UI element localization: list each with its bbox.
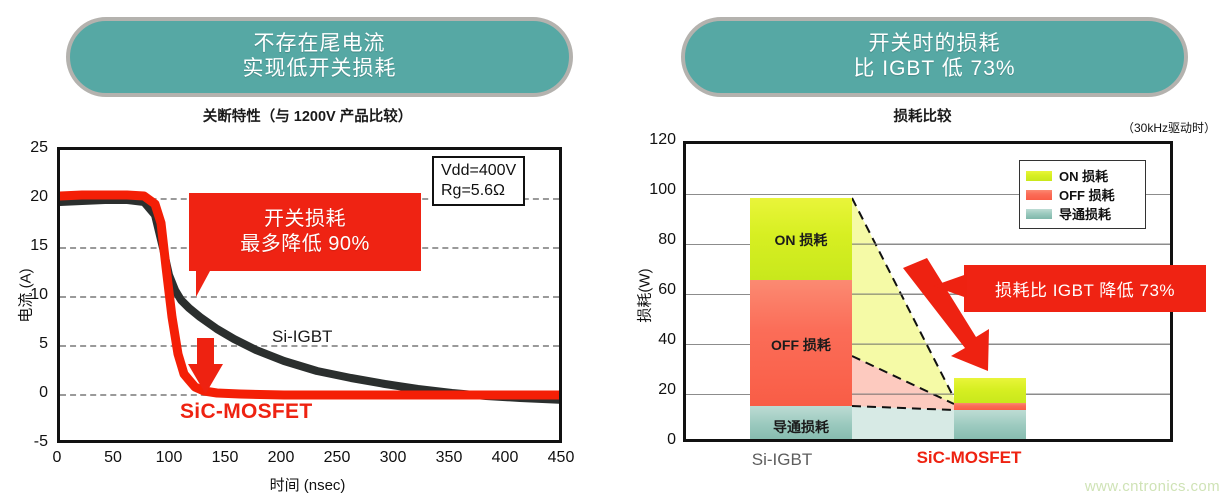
bar-label-off-loss: OFF 损耗: [771, 337, 831, 353]
left-gridline-5: [60, 345, 559, 347]
bar-sic-mosfet-on-loss: [954, 378, 1026, 403]
left-y-axis-title: 电流 (A): [17, 268, 35, 323]
bar-sic-mosfet-off-loss: [954, 403, 1026, 410]
bar-sic-mosfet-cond-loss: [954, 410, 1026, 439]
left-callout-line-1: 开关损耗: [264, 208, 346, 230]
watermark: www.cntronics.com: [1084, 478, 1220, 495]
left-conditions-vdd: Vdd=400V: [441, 162, 517, 179]
bar-si-igbt-cond-loss: [750, 406, 852, 439]
right-panel: 开关时的损耗 比 IGBT 低 73% 损耗比较 （30kHz驱动时） 120 …: [615, 0, 1230, 503]
legend-swatch-cond-loss: [1026, 208, 1052, 219]
right-category-sic-mosfet: SiC-MOSFET: [916, 448, 1022, 467]
bar-label-on-loss: ON 损耗: [774, 232, 828, 248]
left-conditions-box: Vdd=400V Rg=5.6Ω: [432, 156, 526, 207]
bar-si-igbt-on-loss: [750, 198, 852, 280]
left-xtick-150: 150: [211, 449, 239, 466]
right-subtitle: 损耗比较: [893, 109, 952, 125]
left-ytick-5: 5: [39, 335, 48, 352]
down-arrow-icon: [188, 338, 223, 394]
left-xtick-0: 0: [52, 449, 62, 466]
left-ytick-10: 10: [30, 286, 48, 303]
left-x-axis-title: 时间 (nsec): [269, 477, 346, 494]
right-ytick-60: 60: [658, 281, 676, 298]
left-banner-line-2: 实现低开关损耗: [242, 57, 397, 80]
right-ytick-120: 120: [649, 131, 676, 148]
legend-swatch-off-loss: [1026, 189, 1052, 200]
left-conditions-rg: Rg=5.6Ω: [441, 181, 505, 199]
legend-item-cond-loss: 导通损耗: [1026, 204, 1137, 223]
left-xtick-450: 450: [547, 449, 575, 466]
right-banner: 开关时的损耗 比 IGBT 低 73%: [681, 17, 1188, 97]
left-label-sic-mosfet: SiC-MOSFET: [180, 400, 313, 423]
right-category-si-igbt: Si-IGBT: [751, 450, 813, 469]
reduction-arrow-icon: [903, 258, 989, 371]
left-label-si-igbt: Si-IGBT: [272, 327, 333, 346]
left-curves-svg: [60, 190, 559, 404]
left-callout: 开关损耗 最多降低 90%: [189, 193, 421, 271]
left-xtick-100: 100: [155, 449, 183, 466]
left-ytick-0: 0: [39, 384, 48, 401]
right-badge-tail: [933, 274, 967, 298]
left-xtick-400: 400: [491, 449, 519, 466]
left-ytick--5: -5: [33, 433, 48, 450]
legend-label-on-loss: ON 损耗: [1059, 169, 1109, 184]
bar-si-igbt-off-loss: [750, 280, 852, 406]
right-y-axis-title: 损耗(W): [636, 268, 654, 323]
right-gridline-100: [686, 194, 1170, 195]
legend-swatch-on-loss: [1026, 170, 1052, 181]
legend-label-cond-loss: 导通损耗: [1059, 207, 1112, 222]
bar-label-cond-loss: 导通损耗: [773, 419, 829, 435]
left-ytick-20: 20: [30, 188, 48, 205]
left-xtick-250: 250: [323, 449, 351, 466]
curve-si-igbt: [60, 196, 559, 404]
right-ytick-80: 80: [658, 231, 676, 248]
left-banner: 不存在尾电流 实现低开关损耗: [66, 17, 573, 97]
left-callout-tail: [196, 271, 210, 297]
right-reduction-badge: 损耗比 IGBT 降低 73%: [964, 265, 1206, 312]
left-gridline-10: [60, 296, 559, 298]
left-panel: 不存在尾电流 实现低开关损耗 关断特性（与 1200V 产品比较） 25 20 …: [17, 17, 575, 494]
curve-sic-mosfet: [60, 190, 559, 400]
right-banner-line-2: 比 IGBT 低 73%: [853, 57, 1016, 80]
right-drive-note: （30kHz驱动时）: [1121, 121, 1216, 135]
legend-item-on-loss: ON 损耗: [1026, 166, 1137, 185]
left-callout-line-2: 最多降低 90%: [240, 233, 370, 255]
right-ytick-20: 20: [658, 381, 676, 398]
left-ytick-15: 15: [30, 237, 48, 254]
left-banner-line-1: 不存在尾电流: [253, 32, 386, 56]
left-ytick-25: 25: [30, 139, 48, 156]
legend-label-off-loss: OFF 损耗: [1059, 188, 1115, 203]
left-xtick-200: 200: [267, 449, 295, 466]
right-ytick-40: 40: [658, 331, 676, 348]
left-xtick-300: 300: [379, 449, 407, 466]
right-ytick-100: 100: [649, 181, 676, 198]
left-subtitle: 关断特性（与 1200V 产品比较）: [202, 109, 413, 125]
right-plot-area: ON 损耗 OFF 损耗 导通损耗 ON 损耗 OFF 损耗 导通损耗: [683, 141, 1173, 442]
right-legend: ON 损耗 OFF 损耗 导通损耗: [1019, 160, 1146, 229]
left-xtick-350: 350: [435, 449, 463, 466]
legend-item-off-loss: OFF 损耗: [1026, 185, 1137, 204]
right-banner-line-1: 开关时的损耗: [868, 32, 1001, 56]
right-ytick-0: 0: [667, 431, 676, 448]
left-xtick-50: 50: [104, 449, 122, 466]
